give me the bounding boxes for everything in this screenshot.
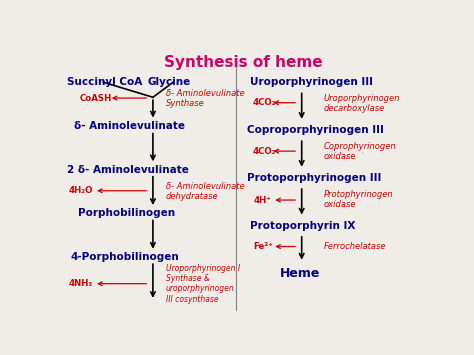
Text: 4H⁺: 4H⁺ [254,196,272,204]
Text: Fe²⁺: Fe²⁺ [253,242,273,251]
Text: Coproporphyrinogen III: Coproporphyrinogen III [246,125,383,135]
Text: Uroporphyrinogen I
Synthase &
uroporphyrinogen
III cosynthase: Uroporphyrinogen I Synthase & uroporphyr… [166,264,240,304]
Text: 4-Porphobilinogen: 4-Porphobilinogen [70,252,179,262]
Text: CoASH: CoASH [80,94,112,103]
Text: δ- Aminolevulinate
dehydratase: δ- Aminolevulinate dehydratase [166,182,245,201]
Text: 4CO₂: 4CO₂ [252,98,275,107]
Text: Porphobilinogen: Porphobilinogen [78,208,175,218]
Text: δ- Aminolevulinate
Synthase: δ- Aminolevulinate Synthase [166,89,245,108]
Text: Protoporphyrin IX: Protoporphyrin IX [250,221,356,231]
Text: Protoporphyrinogen III: Protoporphyrinogen III [246,173,381,183]
Text: Synthesis of heme: Synthesis of heme [164,55,322,70]
Text: 4NH₃: 4NH₃ [68,279,93,288]
Text: Heme: Heme [280,267,320,280]
Text: Succinyl CoA: Succinyl CoA [66,77,142,87]
Text: Glycine: Glycine [147,77,191,87]
Text: δ- Aminolevulinate: δ- Aminolevulinate [74,121,185,131]
Text: Uroporphyrinogen
decarboxylase: Uroporphyrinogen decarboxylase [324,94,400,113]
Text: Protophyrinogen
oxidase: Protophyrinogen oxidase [324,190,393,209]
Text: 4H₂O: 4H₂O [68,186,93,195]
Text: Ferrochelatase: Ferrochelatase [324,242,386,251]
Text: 4CO₂: 4CO₂ [252,147,275,155]
Text: 2 δ- Aminolevulinate: 2 δ- Aminolevulinate [66,165,189,175]
Text: Coprophyrinogen
oxidase: Coprophyrinogen oxidase [324,142,396,161]
Text: Uroporphyrinogen III: Uroporphyrinogen III [250,77,373,87]
